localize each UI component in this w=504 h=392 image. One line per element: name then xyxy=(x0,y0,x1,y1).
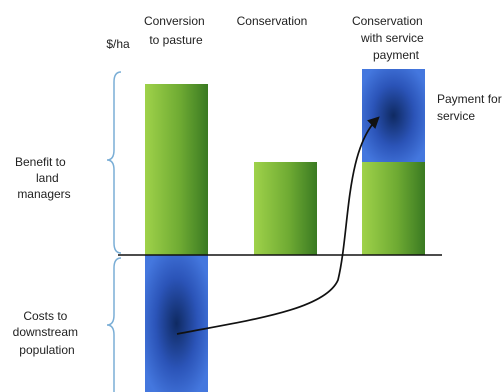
payment-transfer-arrow xyxy=(176,116,380,335)
costs-brace xyxy=(106,257,122,392)
payment-for-service-label: Payment for service xyxy=(437,92,504,123)
bar-conversion-benefit xyxy=(145,84,208,255)
bar-service-benefit xyxy=(362,162,425,255)
column-title-conservation: Conservation xyxy=(237,14,308,28)
benefit-brace xyxy=(106,71,122,254)
column-title-conversion: Conversion to pasture xyxy=(144,14,208,47)
benefit-side-label: Benefit to land managers xyxy=(15,155,71,201)
column-title-service-payment: Conservation with service payment xyxy=(352,14,427,62)
bar-conversion-cost xyxy=(145,255,208,392)
bar-service-payment xyxy=(362,69,425,162)
bar-conservation-benefit xyxy=(254,162,317,255)
y-unit-label: $/ha xyxy=(106,37,130,51)
costs-side-label: Costs to downstream population xyxy=(13,309,82,357)
